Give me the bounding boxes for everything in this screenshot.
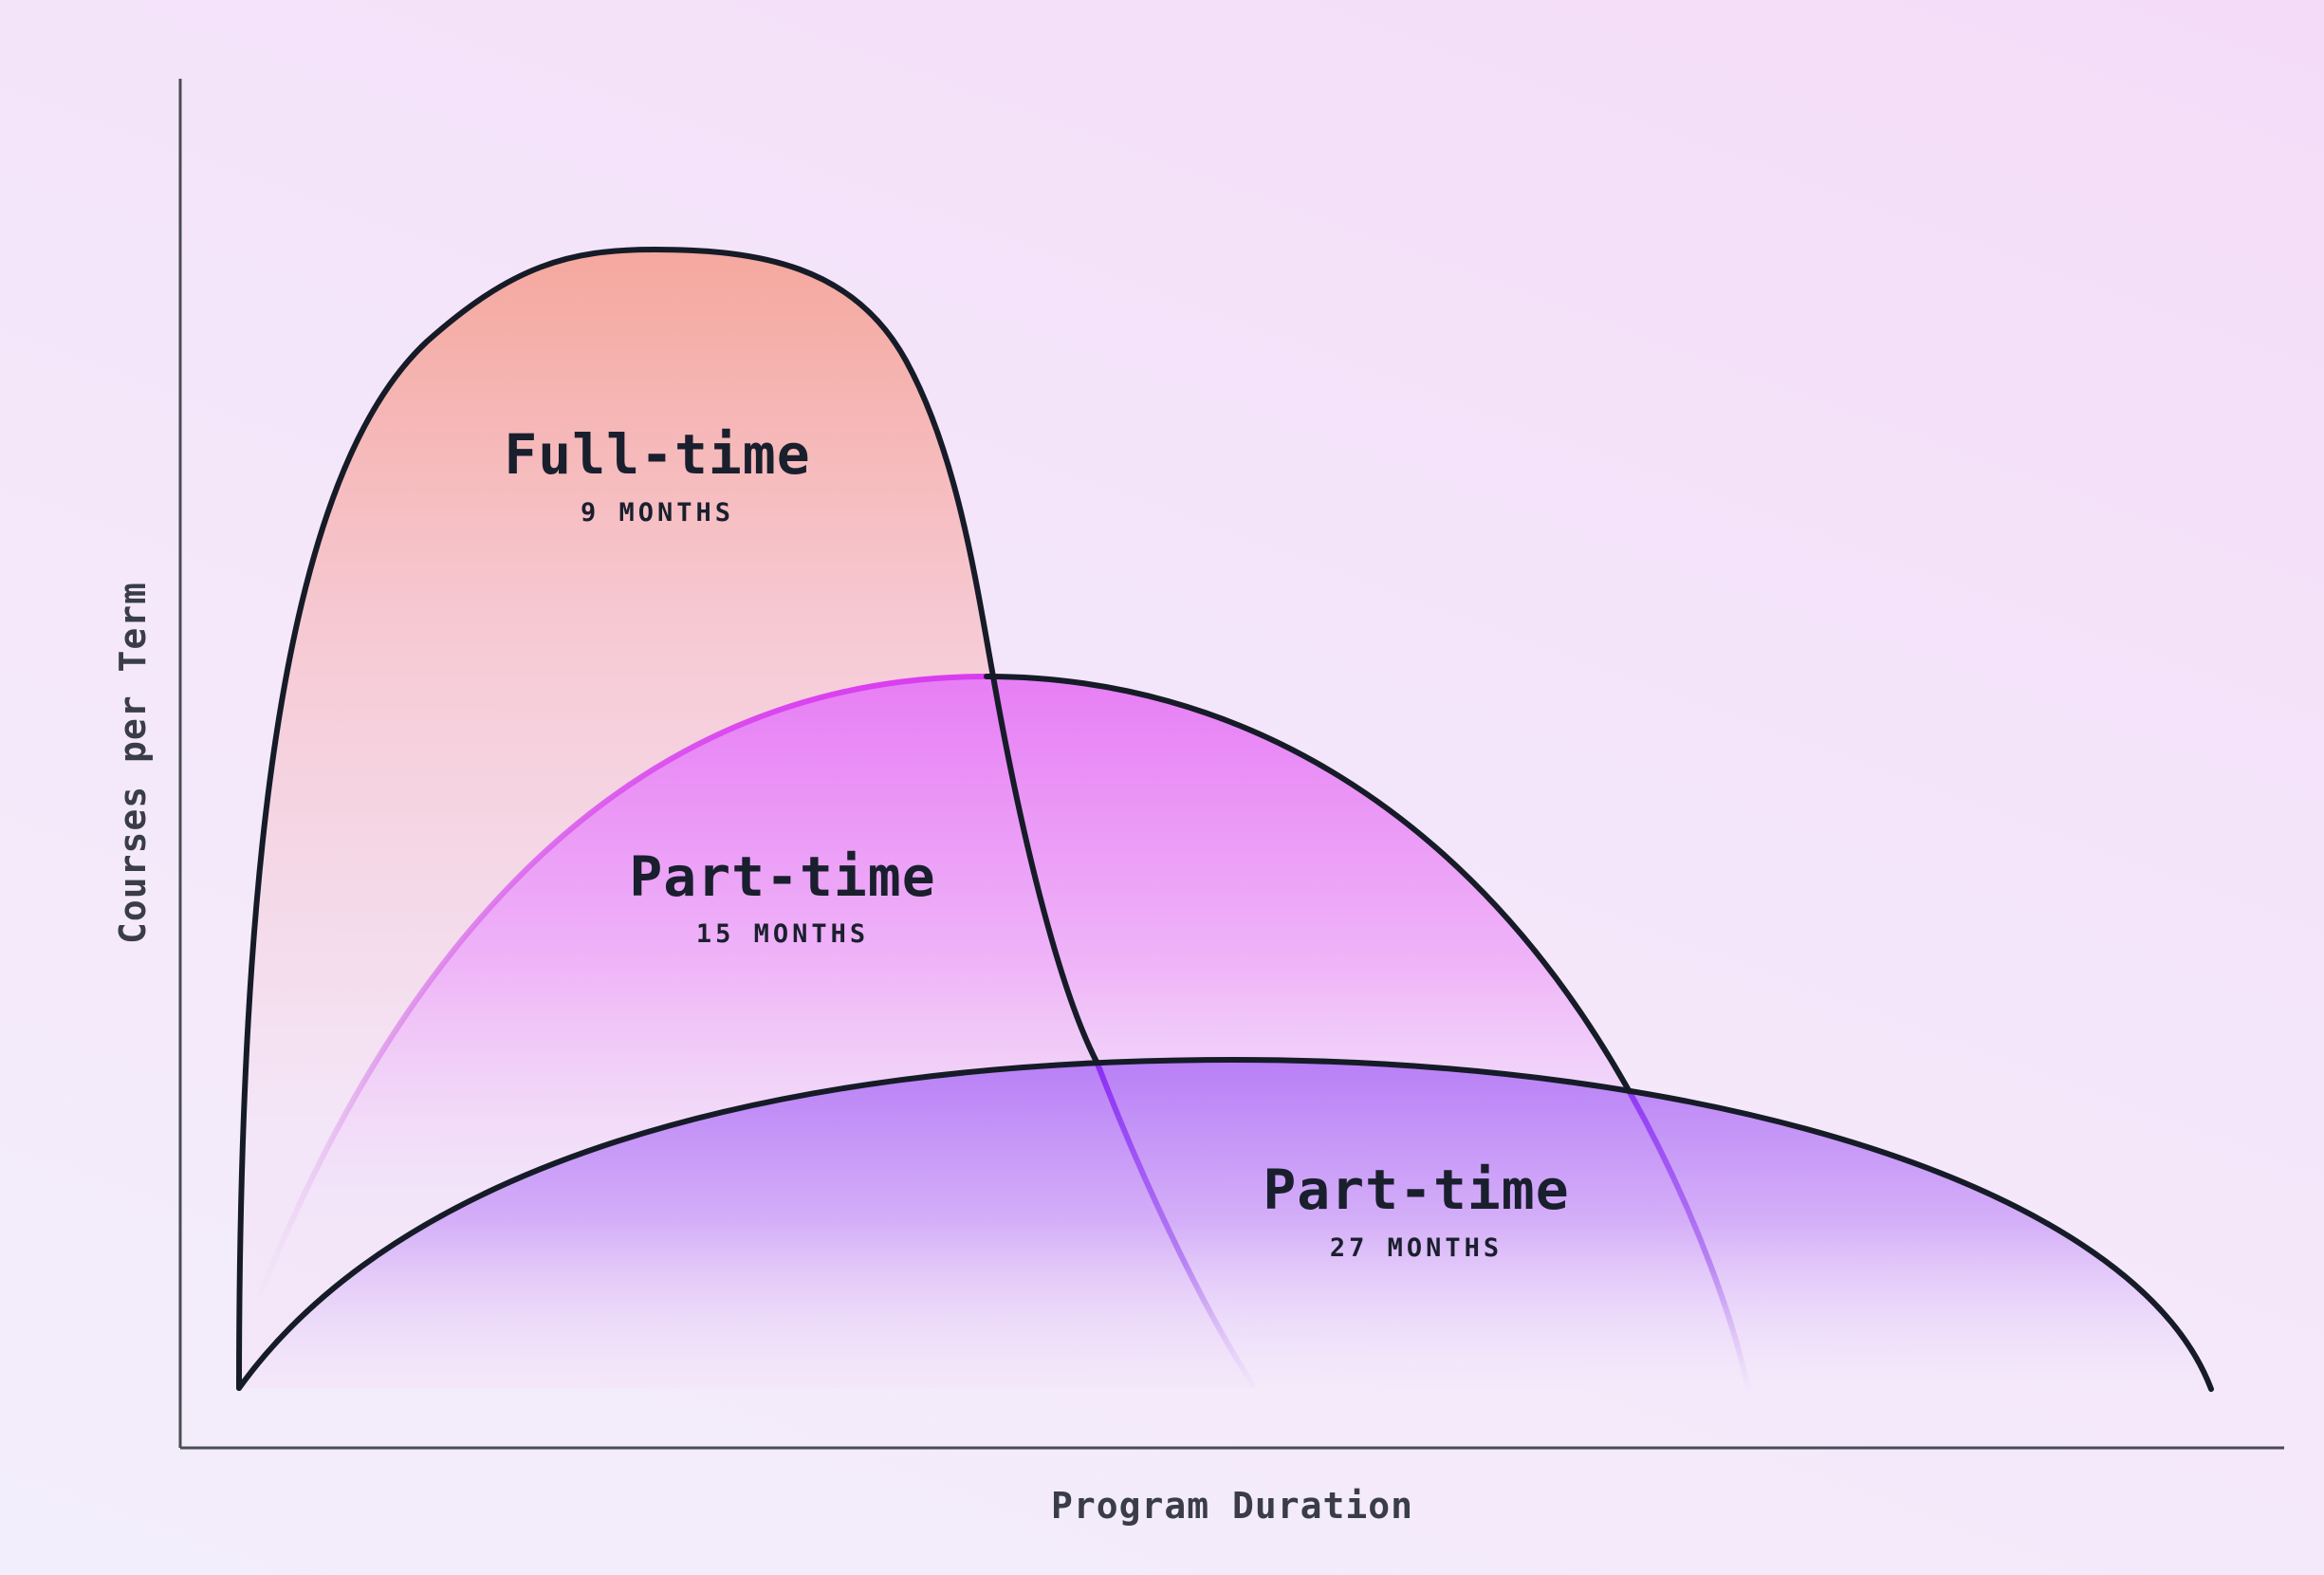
part-time-15-duration: 15 MONTHS (695, 919, 870, 949)
series-full-time-line-inner (1095, 1061, 1257, 1388)
series-part-time-27-line (236, 1056, 2214, 1392)
part-time-27-duration: 27 MONTHS (1329, 1233, 1503, 1263)
full-time-duration: 9 MONTHS (580, 498, 735, 528)
full-time-label: Full-time (504, 422, 811, 487)
part-time-27-label: Part-time (1263, 1158, 1570, 1222)
series-part-time-15-line (984, 674, 1632, 1095)
y-axis-label: Courses per Term (112, 581, 154, 945)
series-full-time-line (236, 246, 1100, 1391)
part-time-15-label: Part-time (629, 844, 936, 909)
series-part-time-15-line-left (255, 674, 989, 1303)
series-part-time-15-line-inner (1627, 1089, 1751, 1393)
x-axis-label: Program Duration (1050, 1485, 1414, 1527)
series-part-time-27-area (239, 1060, 2211, 1389)
